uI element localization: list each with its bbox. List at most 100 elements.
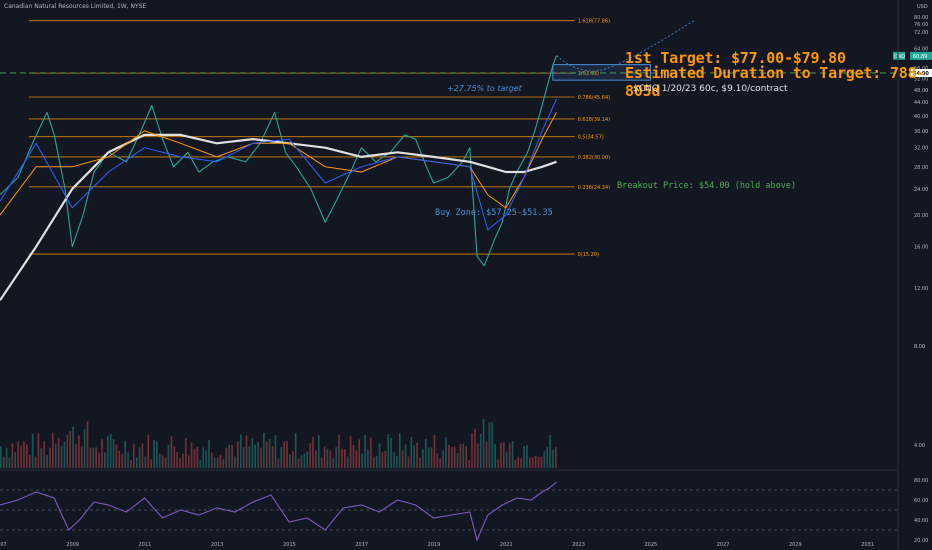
volume-bar [413, 445, 416, 468]
volume-bar [8, 457, 11, 468]
volume-bar [462, 443, 465, 468]
volume-bar [323, 446, 326, 468]
volume-bar [242, 447, 245, 468]
volume-bar [124, 440, 126, 468]
target-annotation: 1st Target: $77.00-$79.80 [625, 49, 846, 67]
volume-bar [520, 458, 522, 468]
volume-bar [80, 446, 83, 468]
volume-bar [132, 443, 135, 468]
volume-bar [393, 452, 395, 468]
volume-bar [185, 437, 187, 468]
volume-bar [95, 447, 98, 468]
volume-bar [459, 444, 462, 468]
volume-bar [257, 442, 259, 468]
time-tick: 2017 [355, 542, 368, 548]
volume-bar [216, 457, 219, 468]
volume-bar [153, 440, 155, 468]
volume-bar [231, 445, 233, 468]
volume-bar [101, 439, 103, 468]
time-tick: 2013 [211, 542, 224, 548]
volume-bar [17, 441, 19, 468]
series-line-0 [0, 55, 558, 267]
volume-bar [98, 452, 100, 468]
volume-bar [450, 447, 453, 468]
time-axis: 2007 2009 2011 2013 2015 2017 2019 2021 2023 2025… [0, 542, 874, 548]
volume-bar [115, 444, 118, 468]
axis-unit-label: USD [917, 4, 928, 10]
volume-bar [190, 442, 193, 468]
volume-bar [49, 447, 51, 468]
volume-bar [26, 444, 28, 468]
volume-bar [471, 433, 473, 468]
volume-bar [37, 433, 40, 468]
duration-annotation: Estimated Duration to Target: 788-805d [625, 64, 926, 100]
last-price-tag [893, 51, 905, 60]
price-tick: 44.00 [914, 100, 928, 106]
volume-bar [436, 453, 439, 468]
time-tick: 2025 [644, 542, 657, 548]
volume-bar [549, 435, 551, 468]
volume-bar [479, 433, 482, 468]
volume-bar [517, 456, 520, 468]
time-tick: 2027 [717, 542, 730, 548]
volume-bar [11, 443, 14, 468]
projection-curve [556, 20, 695, 72]
volume-bar [173, 446, 176, 468]
volume-bar [228, 444, 230, 468]
volume-bar [407, 456, 410, 468]
volume-bar [404, 444, 407, 468]
series-line-3 [0, 98, 557, 231]
fib-label: 0(15.20) [578, 252, 599, 258]
rsi-tick: 80.00 [914, 478, 928, 484]
rsi-panel: 20.00 40.00 60.00 80.00 [0, 478, 928, 544]
time-tick: 2029 [789, 542, 802, 548]
volume-bar [69, 431, 71, 468]
volume-bar [106, 435, 109, 468]
volume-bar [511, 440, 514, 468]
volume-bars [0, 419, 557, 468]
price-tick: 72.00 [914, 30, 928, 36]
volume-bar [2, 456, 5, 468]
volume-bar [430, 447, 433, 468]
volume-bar [150, 459, 152, 468]
volume-bar [416, 442, 418, 468]
volume-bar [121, 453, 124, 468]
volume-bar [364, 435, 366, 468]
last-price-value: 60.89 [913, 54, 927, 60]
volume-bar [112, 439, 115, 468]
pct-to-target-annotation: +27.75% to target [447, 84, 522, 93]
volume-bar [5, 447, 8, 468]
rsi-line [0, 481, 557, 542]
volume-bar [372, 457, 375, 468]
volume-bar [57, 438, 60, 468]
price-tick: 28.00 [914, 165, 928, 171]
volume-bar [268, 438, 271, 468]
volume-bar [202, 447, 204, 468]
rsi-tick: 20.00 [914, 538, 928, 544]
volume-bar [396, 456, 398, 468]
volume-bar [315, 450, 317, 468]
time-tick: 2011 [139, 542, 152, 548]
fib-label: 1.618(77.86) [578, 19, 611, 25]
volume-bar [456, 453, 459, 468]
volume-bar [205, 450, 207, 468]
volume-bar [439, 458, 442, 468]
volume-bar [320, 457, 323, 468]
price-tick: 36.00 [914, 129, 928, 135]
volume-bar [54, 443, 57, 468]
volume-bar [193, 448, 196, 468]
volume-bar [433, 435, 436, 468]
volume-bar [159, 453, 161, 468]
volume-bar [537, 456, 540, 468]
volume-bar [167, 444, 170, 468]
chart-title: Canadian Natural Resources Limited, 1W, … [4, 3, 147, 10]
volume-bar [508, 443, 511, 468]
volume-bar [144, 456, 147, 468]
volume-bar [211, 452, 213, 468]
volume-bar [370, 437, 372, 468]
fib-label: 1(53.93) [578, 71, 599, 77]
volume-bar [28, 455, 31, 468]
volume-bar [277, 458, 280, 468]
volume-bar [497, 459, 499, 468]
fib-label: 0.236(24.34) [578, 185, 611, 191]
